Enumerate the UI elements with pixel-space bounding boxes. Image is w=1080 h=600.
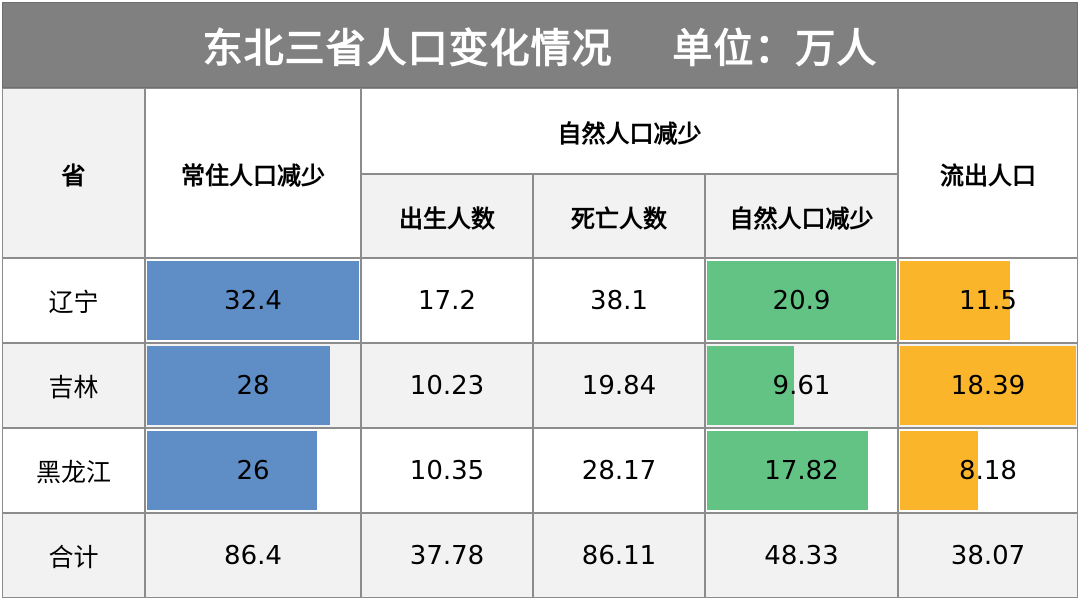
table-title: 东北三省人口变化情况 单位：万人 xyxy=(2,2,1078,88)
cell-natural-heilongjiang: 17.82 xyxy=(705,428,898,513)
header-natural-decrease: 自然人口减少 xyxy=(705,174,898,258)
header-births: 出生人数 xyxy=(361,174,533,258)
value-natural-jilin: 9.61 xyxy=(772,370,831,401)
value-outflow-heilongjiang: 8.18 xyxy=(959,455,1017,486)
cell-deaths-total: 86.11 xyxy=(533,513,705,598)
cell-deaths-jilin: 19.84 xyxy=(533,343,705,428)
header-outflow: 流出人口 xyxy=(898,88,1078,258)
title-text: 东北三省人口变化情况 xyxy=(202,26,613,72)
bar-outflow-jilin xyxy=(900,346,1076,425)
cell-births-total: 37.78 xyxy=(361,513,533,598)
cell-outflow-jilin: 18.39 xyxy=(898,343,1078,428)
cell-births-liaoning: 17.2 xyxy=(361,258,533,343)
cell-outflow-heilongjiang: 8.18 xyxy=(898,428,1078,513)
cell-natural-total: 48.33 xyxy=(705,513,898,598)
bar-resident-heilongjiang xyxy=(147,431,318,510)
header-natural-group: 自然人口减少 xyxy=(361,88,898,174)
unit-text: 单位：万人 xyxy=(672,26,878,72)
cell-deaths-liaoning: 38.1 xyxy=(533,258,705,343)
value-natural-heilongjiang: 17.82 xyxy=(764,455,839,486)
header-resident-decrease: 常住人口减少 xyxy=(145,88,361,258)
bar-natural-liaoning xyxy=(707,261,896,340)
cell-resident-total: 86.4 xyxy=(145,513,361,598)
cell-births-heilongjiang: 10.35 xyxy=(361,428,533,513)
bar-natural-heilongjiang xyxy=(707,431,869,510)
row-label-heilongjiang: 黑龙江 xyxy=(2,428,145,513)
header-province: 省 xyxy=(2,88,145,258)
header-deaths: 死亡人数 xyxy=(533,174,705,258)
cell-deaths-heilongjiang: 28.17 xyxy=(533,428,705,513)
bar-natural-jilin xyxy=(707,346,794,425)
cell-resident-heilongjiang: 26 xyxy=(145,428,361,513)
value-natural-liaoning: 20.9 xyxy=(772,285,831,316)
cell-births-jilin: 10.23 xyxy=(361,343,533,428)
value-resident-heilongjiang: 26 xyxy=(236,455,270,486)
value-resident-liaoning: 32.4 xyxy=(224,285,282,316)
cell-resident-jilin: 28 xyxy=(145,343,361,428)
cell-natural-jilin: 9.61 xyxy=(705,343,898,428)
bar-outflow-heilongjiang xyxy=(900,431,979,510)
cell-resident-liaoning: 32.4 xyxy=(145,258,361,343)
value-outflow-liaoning: 11.5 xyxy=(959,285,1017,316)
cell-outflow-total: 38.07 xyxy=(898,513,1078,598)
cell-outflow-liaoning: 11.5 xyxy=(898,258,1078,343)
bar-outflow-liaoning xyxy=(900,261,1011,340)
value-resident-jilin: 28 xyxy=(236,370,270,401)
row-label-total: 合计 xyxy=(2,513,145,598)
value-outflow-jilin: 18.39 xyxy=(950,370,1026,401)
row-label-liaoning: 辽宁 xyxy=(2,258,145,343)
row-label-jilin: 吉林 xyxy=(2,343,145,428)
bar-resident-jilin xyxy=(147,346,331,425)
cell-natural-liaoning: 20.9 xyxy=(705,258,898,343)
bar-resident-liaoning xyxy=(147,261,359,340)
